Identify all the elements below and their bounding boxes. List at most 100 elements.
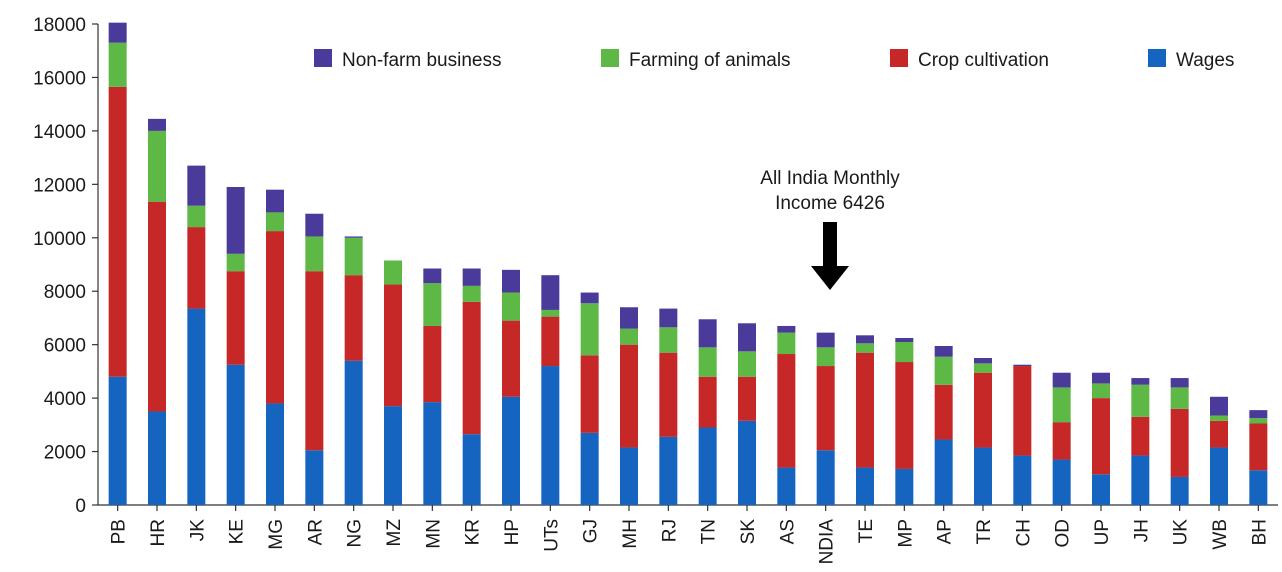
bar-segment-crop-cultivation-jk: [187, 227, 206, 309]
bar-segment-crop-cultivation-jh: [1131, 416, 1150, 456]
bar-segment-non-farm-business-mn: [423, 268, 442, 284]
bar-segment-wages-ap: [934, 439, 953, 505]
y-tick-label: 6000: [44, 336, 86, 357]
x-tick-label-od: OD: [1053, 519, 1074, 548]
bar-segment-non-farm-business-mp: [895, 337, 914, 342]
bar-segment-wages-tn: [698, 427, 717, 505]
bar-segment-wages-ch: [1013, 455, 1032, 505]
bar-segment-non-farm-business-as: [777, 325, 796, 333]
bar-segment-non-farm-business-ke: [226, 187, 245, 254]
bar-segment-crop-cultivation-te: [856, 352, 874, 468]
bar-segment-farming-of-animals-ke: [226, 253, 245, 272]
y-tick-label: 16000: [33, 68, 86, 89]
bar-segment-farming-of-animals-te: [856, 343, 874, 353]
bar-segment-wages-ndia: [816, 450, 835, 505]
bar-segment-crop-cultivation-tn: [698, 376, 717, 428]
bar-segment-crop-cultivation-wb: [1210, 420, 1228, 448]
y-tick-label: 14000: [33, 122, 86, 143]
bar-segment-wages-uts: [541, 366, 560, 505]
bar-segment-crop-cultivation-od: [1052, 422, 1071, 460]
bar-segment-non-farm-business-jh: [1131, 378, 1150, 385]
bar-segment-wages-mn: [423, 402, 442, 505]
bar-segment-farming-of-animals-up: [1092, 383, 1110, 399]
legend-swatch-non-farm-business: [314, 49, 332, 67]
bar-segment-non-farm-business-mh: [620, 307, 638, 329]
bar-segment-crop-cultivation-ap: [934, 384, 953, 440]
y-tick-label: 12000: [33, 175, 86, 196]
bar-segment-non-farm-business-up: [1092, 372, 1110, 384]
bar-segment-crop-cultivation-gj: [580, 355, 599, 433]
bar-segment-wages-pb: [108, 376, 127, 505]
x-tick-label-ar: AR: [305, 519, 326, 545]
bar-segment-farming-of-animals-jh: [1131, 384, 1150, 417]
bar-segment-non-farm-business-ch: [1013, 364, 1032, 367]
bar-segment-wages-up: [1092, 474, 1110, 505]
bar-segment-farming-of-animals-hr: [148, 130, 166, 202]
bar-segment-wages-te: [856, 467, 874, 505]
bar-segment-crop-cultivation-hr: [148, 201, 166, 412]
bar-segment-farming-of-animals-kr: [462, 285, 481, 302]
x-tick-label-ch: CH: [1013, 519, 1034, 546]
bar-segment-crop-cultivation-rj: [659, 352, 678, 437]
bar-segment-non-farm-business-tn: [698, 319, 717, 348]
x-tick-label-tn: TN: [699, 519, 720, 544]
bar-segment-farming-of-animals-ng: [344, 237, 363, 276]
bar-segment-farming-of-animals-ar: [305, 236, 324, 272]
bar-segment-farming-of-animals-as: [777, 332, 796, 355]
legend-label-farming-of-animals: Farming of animals: [629, 50, 791, 71]
x-tick-label-bh: BH: [1249, 519, 1270, 545]
x-tick-label-te: TE: [856, 519, 877, 543]
x-tick-label-uk: UK: [1171, 519, 1192, 546]
bar-segment-crop-cultivation-tr: [974, 372, 992, 448]
bar-segment-non-farm-business-te: [856, 335, 874, 344]
bar-segment-farming-of-animals-mp: [895, 341, 914, 363]
bar-segment-crop-cultivation-bh: [1249, 423, 1268, 471]
bar-segment-farming-of-animals-mh: [620, 328, 638, 345]
bar-segment-non-farm-business-ndia: [816, 332, 835, 348]
bar-segment-non-farm-business-wb: [1210, 396, 1228, 416]
legend: Non-farm business Farming of animals Crop …: [314, 49, 1234, 71]
x-tick-label-pb: PB: [109, 519, 130, 544]
x-tick-label-ndia: NDIA: [817, 519, 838, 565]
bar-segment-wages-ke: [226, 364, 245, 505]
x-tick-label-jh: JH: [1131, 519, 1152, 542]
x-tick-label-mg: MG: [266, 519, 287, 550]
x-tick-label-mn: MN: [423, 519, 444, 549]
bar-segment-wages-od: [1052, 459, 1071, 505]
bar-segment-crop-cultivation-mg: [266, 231, 284, 404]
bar-segment-non-farm-business-rj: [659, 308, 678, 328]
bar-segment-farming-of-animals-uts: [541, 309, 560, 317]
bar-segment-farming-of-animals-pb: [108, 42, 127, 87]
x-tick-label-ke: KE: [227, 519, 248, 544]
bar-segment-non-farm-business-pb: [108, 22, 127, 43]
legend-swatch-farming-of-animals: [601, 49, 619, 67]
bar-segment-wages-mg: [266, 403, 284, 505]
bar-segment-non-farm-business-hp: [502, 269, 520, 293]
bar-segment-farming-of-animals-rj: [659, 327, 678, 353]
bar-segment-wages-mh: [620, 447, 638, 505]
bar-segment-wages-ng: [344, 360, 363, 505]
bar-segment-farming-of-animals-mg: [266, 212, 284, 232]
x-tick-label-mp: MP: [895, 519, 916, 548]
bar-segment-non-farm-business-uts: [541, 275, 560, 310]
bar-segment-crop-cultivation-sk: [738, 376, 756, 421]
bar-segment-wages-jh: [1131, 455, 1150, 505]
bar-segment-wages-tr: [974, 447, 992, 505]
bar-segment-wages-bh: [1249, 470, 1268, 505]
bar-segment-crop-cultivation-pb: [108, 86, 127, 377]
bar-segment-non-farm-business-uk: [1170, 378, 1189, 388]
bar-segment-wages-as: [777, 467, 796, 505]
legend-swatch-wages: [1148, 49, 1166, 67]
x-tick-label-mh: MH: [620, 519, 641, 549]
bar-segment-farming-of-animals-mn: [423, 283, 442, 326]
bar-segment-crop-cultivation-kr: [462, 301, 481, 435]
bar-segment-farming-of-animals-tn: [698, 347, 717, 377]
bar-segment-wages-rj: [659, 436, 678, 505]
bar-segment-farming-of-animals-tr: [974, 363, 992, 373]
bar-segment-crop-cultivation-as: [777, 354, 796, 468]
bar-segment-non-farm-business-kr: [462, 268, 481, 286]
bar-segment-farming-of-animals-bh: [1249, 418, 1268, 424]
bar-segment-wages-sk: [738, 420, 756, 505]
annotation: All India Monthly Income 6426: [760, 168, 900, 290]
bar-segment-farming-of-animals-hp: [502, 292, 520, 321]
